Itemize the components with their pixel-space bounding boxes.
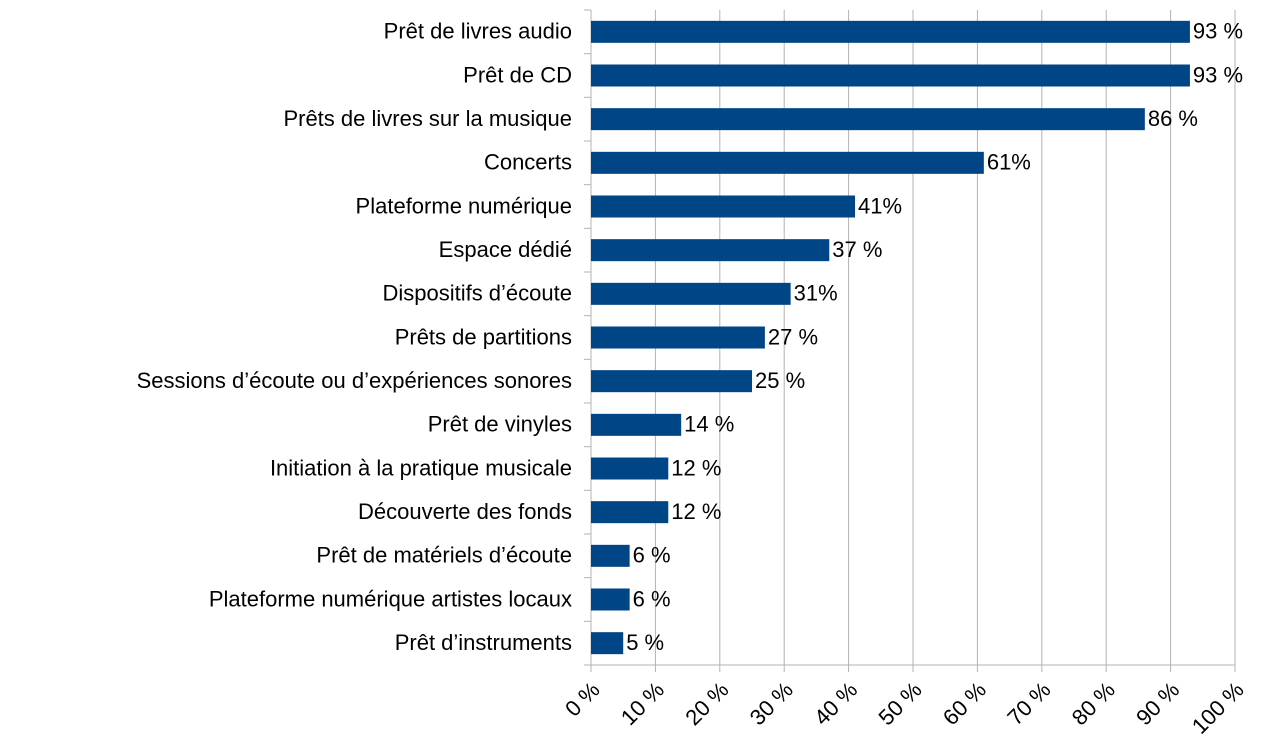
value-label: 14 % — [684, 412, 734, 437]
value-label: 27 % — [768, 324, 818, 349]
y-tick-label: Découverte des fonds — [358, 499, 572, 524]
value-label: 25 % — [755, 368, 805, 393]
bar — [591, 326, 765, 349]
bar — [591, 632, 624, 655]
bar — [591, 282, 791, 305]
x-tick-label: 80 % — [1067, 677, 1120, 730]
value-label: 93 % — [1193, 19, 1243, 44]
x-tick-label: 70 % — [1002, 677, 1055, 730]
x-tick-label: 30 % — [745, 677, 798, 730]
value-label: 6 % — [633, 543, 671, 568]
bar — [591, 239, 830, 262]
x-tick-label: 20 % — [680, 677, 733, 730]
bar — [591, 20, 1190, 43]
y-tick-label: Plateforme numérique artistes locaux — [209, 586, 572, 611]
y-tick-label: Plateforme numérique — [356, 193, 572, 218]
bar — [591, 413, 682, 436]
value-label: 93 % — [1193, 62, 1243, 87]
y-tick-label: Prêts de partitions — [395, 324, 572, 349]
bar — [591, 501, 669, 524]
x-tick-label: 90 % — [1131, 677, 1184, 730]
bar — [591, 588, 630, 611]
y-tick-label: Espace dédié — [439, 237, 572, 262]
y-tick-label: Prêt de matériels d’écoute — [316, 543, 572, 568]
x-tick-label: 60 % — [938, 677, 991, 730]
y-tick-label: Prêt de CD — [463, 62, 572, 87]
x-tick-label: 0 % — [560, 677, 604, 721]
value-label: 31% — [794, 281, 838, 306]
y-tick-label: Prêt de livres audio — [384, 19, 572, 44]
value-label: 37 % — [832, 237, 882, 262]
x-tick-label: 100 % — [1187, 677, 1249, 739]
y-tick-label: Prêt de vinyles — [428, 412, 572, 437]
bar — [591, 457, 669, 480]
value-label: 86 % — [1148, 106, 1198, 131]
x-tick-label: 40 % — [809, 677, 862, 730]
bar — [591, 370, 752, 393]
bar — [591, 195, 856, 218]
value-label: 6 % — [633, 586, 671, 611]
bar — [591, 544, 630, 567]
y-tick-label: Sessions d’écoute ou d’expériences sonor… — [137, 368, 572, 393]
y-tick-label: Concerts — [484, 150, 572, 175]
bar — [591, 151, 984, 174]
value-label: 61% — [987, 150, 1031, 175]
value-label: 12 % — [671, 455, 721, 480]
x-tick-label: 50 % — [874, 677, 927, 730]
value-label: 41% — [858, 193, 902, 218]
bar — [591, 108, 1145, 131]
value-label: 12 % — [671, 499, 721, 524]
y-tick-label: Initiation à la pratique musicale — [270, 455, 572, 480]
y-tick-label: Dispositifs d’écoute — [382, 281, 572, 306]
y-tick-label: Prêt d’instruments — [395, 630, 572, 655]
x-tick-label: 10 % — [616, 677, 669, 730]
value-label: 5 % — [626, 630, 664, 655]
bar — [591, 64, 1190, 87]
y-tick-label: Prêts de livres sur la musique — [283, 106, 572, 131]
